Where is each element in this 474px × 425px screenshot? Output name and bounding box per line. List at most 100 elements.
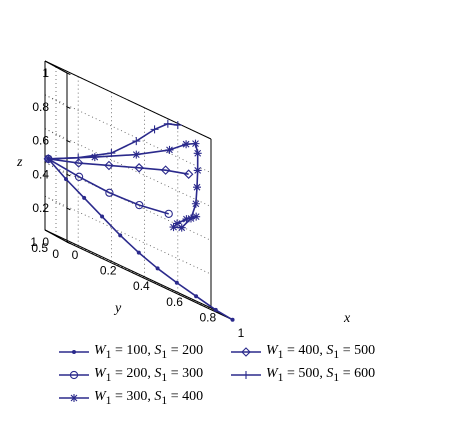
series-5 [44, 119, 182, 163]
legend: W1 = 100, S1 = 200 W1 = 200, S1 = 300 W1… [58, 343, 418, 423]
z-tick-mark [66, 72, 71, 76]
data-point [64, 177, 69, 182]
y-tick-mark [55, 235, 60, 239]
legend-s-value: 400 [182, 389, 204, 405]
data-point [187, 214, 195, 223]
legend-w-value: 100 [126, 343, 148, 359]
data-point [44, 154, 53, 163]
legend-s-value: 200 [182, 343, 204, 359]
data-point [160, 165, 171, 175]
data-point [150, 125, 159, 134]
data-point [169, 223, 178, 232]
z-tick-label: 0.8 [32, 100, 49, 114]
data-point [135, 200, 144, 210]
legend-s-value: 500 [354, 343, 376, 359]
legend-item-5: W1 = 500, S1 = 600 [230, 366, 375, 384]
grid-line [44, 195, 212, 275]
data-point [191, 199, 200, 208]
legend-marker-plus [231, 371, 261, 379]
grid-line [44, 128, 212, 207]
y-tick-label: 1 [30, 235, 37, 249]
data-point [182, 215, 191, 224]
data-point [165, 145, 174, 154]
data-point [132, 150, 141, 159]
grid-line [44, 128, 68, 141]
data-point [90, 153, 99, 162]
legend-item-3: W1 = 300, S1 = 400 [58, 389, 203, 407]
data-point [230, 317, 235, 322]
x-tick-label: 0.4 [133, 279, 150, 293]
series-3 [44, 139, 202, 232]
legend-marker-diamond [231, 347, 261, 357]
legend-marker-dot [59, 350, 89, 354]
data-point [192, 212, 201, 221]
z-tick-label: 0 [42, 235, 49, 249]
data-point [107, 149, 116, 158]
y-axis-label: y [113, 301, 122, 316]
series-1 [46, 156, 235, 322]
z-tick-mark [66, 173, 71, 177]
z-tick-mark [66, 106, 71, 109]
series-line [47, 158, 233, 321]
data-point [194, 294, 199, 299]
legend-w-value: 200 [126, 366, 148, 382]
x-axis-label: x [343, 311, 351, 326]
data-point [105, 188, 114, 197]
legend-marker-circle [59, 370, 89, 380]
legend-w-value: 500 [298, 366, 320, 382]
y-tick-label: 0.5 [31, 241, 48, 255]
y-tick-label: 0 [52, 247, 59, 261]
data-point [193, 183, 201, 192]
data-point [155, 266, 160, 271]
series-line [47, 158, 169, 215]
series-4 [43, 154, 194, 179]
data-point [241, 347, 251, 357]
legend-item-4: W1 = 400, S1 = 500 [230, 343, 375, 361]
data-point [70, 394, 78, 402]
z-tick-label: 1 [42, 66, 49, 80]
data-point [104, 160, 114, 171]
series-2 [44, 154, 173, 218]
z-tick-mark [66, 241, 71, 245]
legend-w-value: 400 [298, 343, 320, 359]
axis-edge [44, 229, 212, 309]
z-tick-mark [66, 207, 71, 211]
data-point [82, 195, 87, 200]
data-point [118, 233, 123, 238]
data-point [74, 172, 84, 181]
data-point [72, 350, 76, 354]
data-point [100, 214, 105, 219]
grid-line [55, 235, 223, 315]
grid-line [44, 94, 212, 174]
data-point [73, 158, 84, 168]
y-tick-mark [44, 229, 49, 233]
data-point [177, 223, 186, 232]
legend-s-value: 600 [354, 366, 376, 382]
legend-item-2: W1 = 200, S1 = 300 [58, 366, 203, 384]
data-point [163, 119, 172, 128]
axis-edge [44, 60, 68, 74]
data-point [173, 121, 182, 130]
axis-edge [44, 60, 212, 140]
data-point [132, 137, 141, 146]
data-point [74, 153, 83, 162]
series-layer [43, 119, 235, 322]
data-point [182, 140, 191, 149]
data-point [193, 149, 202, 158]
data-point [69, 370, 79, 380]
x-tick-label: 1 [238, 326, 245, 340]
legend-w-value: 300 [126, 389, 148, 405]
z-tick-label: 0.2 [32, 201, 49, 215]
data-point [213, 307, 218, 312]
data-point [191, 139, 200, 148]
data-point [134, 163, 144, 173]
z-tick-mark [66, 140, 71, 143]
axis-box [44, 60, 235, 321]
legend-item-1: W1 = 100, S1 = 200 [58, 343, 203, 361]
x-tick-label: 0.2 [100, 264, 117, 278]
z-axis-label: z [16, 155, 23, 170]
data-point [183, 169, 194, 179]
x-tick-label: 0.8 [199, 310, 216, 324]
